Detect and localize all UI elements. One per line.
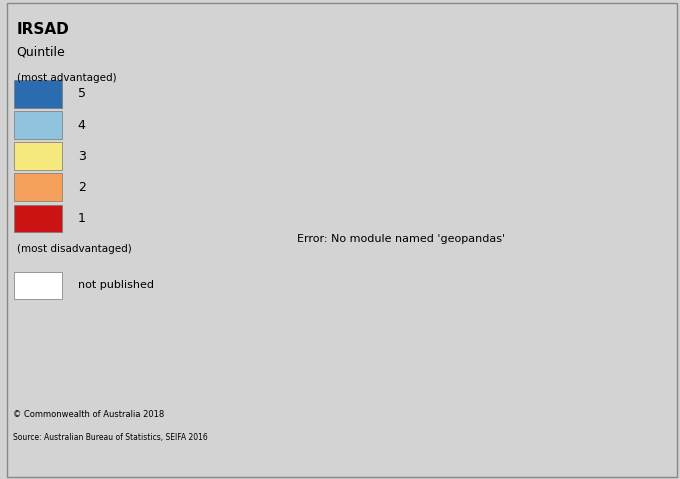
FancyBboxPatch shape <box>14 173 62 201</box>
FancyBboxPatch shape <box>14 205 62 232</box>
Text: Source: Australian Bureau of Statistics, SEIFA 2016: Source: Australian Bureau of Statistics,… <box>13 433 207 443</box>
Text: IRSAD: IRSAD <box>16 22 69 36</box>
Text: 5: 5 <box>78 87 86 101</box>
Text: (most disadvantaged): (most disadvantaged) <box>16 244 131 254</box>
Text: © Commonwealth of Australia 2018: © Commonwealth of Australia 2018 <box>13 410 164 419</box>
Text: Error: No module named 'geopandas': Error: No module named 'geopandas' <box>297 235 505 244</box>
Text: 4: 4 <box>78 118 86 132</box>
Text: (most advantaged): (most advantaged) <box>16 73 116 83</box>
FancyBboxPatch shape <box>14 80 62 108</box>
Text: 3: 3 <box>78 149 86 163</box>
FancyBboxPatch shape <box>14 142 62 170</box>
FancyBboxPatch shape <box>14 272 62 299</box>
Text: Quintile: Quintile <box>16 46 65 58</box>
Text: 2: 2 <box>78 181 86 194</box>
Text: not published: not published <box>78 281 154 290</box>
Text: 1: 1 <box>78 212 86 225</box>
FancyBboxPatch shape <box>14 111 62 139</box>
